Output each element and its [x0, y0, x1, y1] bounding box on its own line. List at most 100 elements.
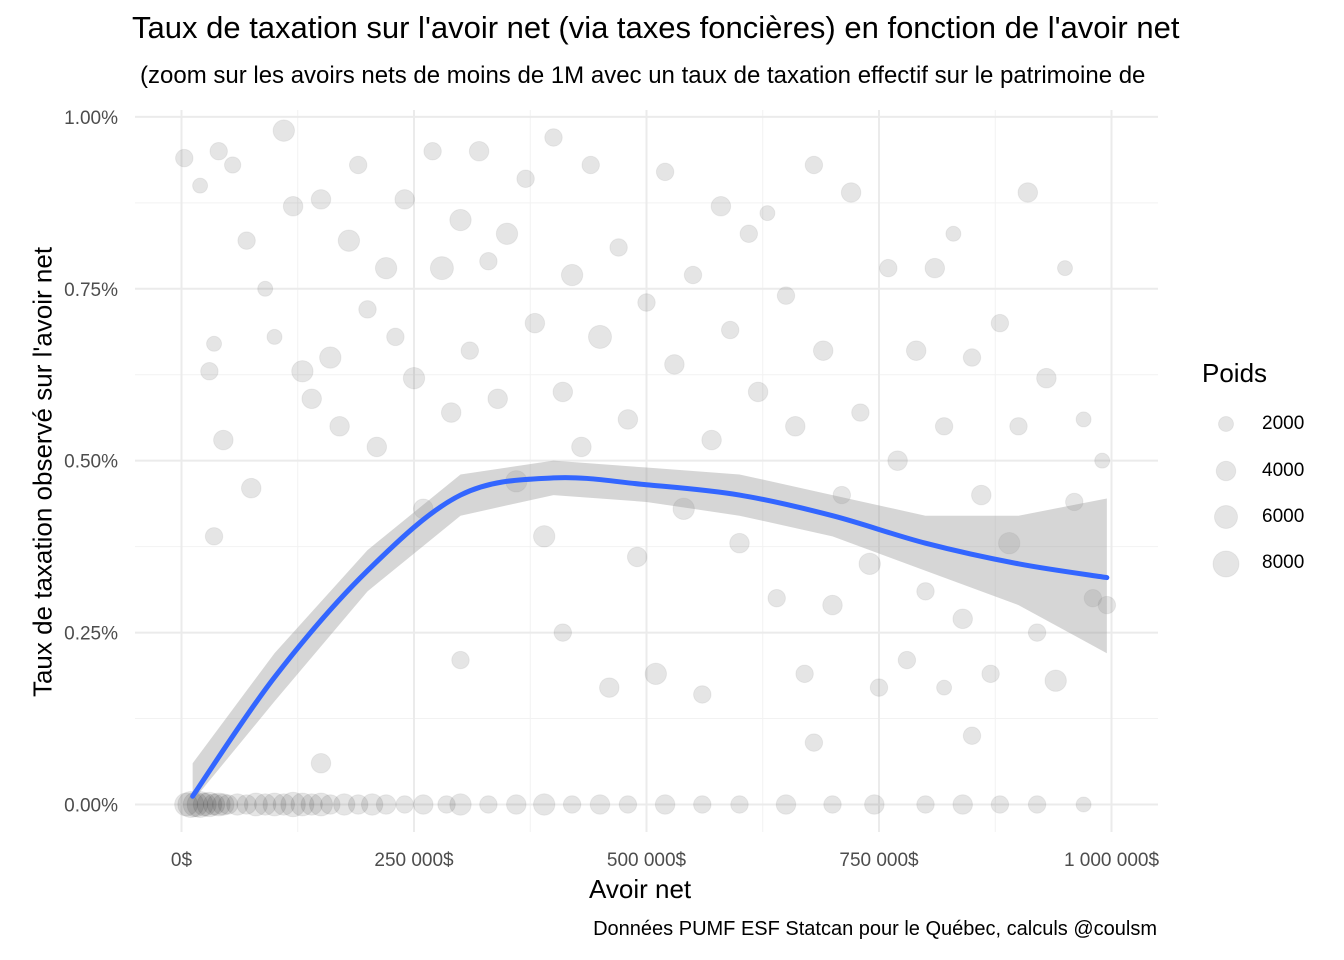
data-point	[864, 794, 885, 815]
data-point	[971, 484, 992, 506]
data-point	[374, 256, 398, 280]
data-point	[587, 324, 613, 349]
data-point	[905, 340, 927, 361]
data-point	[479, 252, 498, 271]
data-point	[655, 162, 675, 182]
data-point	[990, 313, 1010, 333]
data-point	[609, 238, 628, 257]
data-point	[177, 790, 205, 818]
data-point	[360, 793, 384, 816]
data-point	[1009, 417, 1028, 436]
data-point	[266, 328, 283, 345]
data-point	[300, 793, 323, 816]
data-point	[785, 416, 806, 437]
legend-label-6000: 6000	[1262, 506, 1305, 527]
data-point	[776, 286, 796, 305]
data-point	[200, 362, 219, 381]
x-tick-label: 250 000$	[374, 850, 454, 871]
data-point	[174, 792, 199, 817]
data-point	[196, 791, 223, 818]
data-point	[333, 793, 356, 816]
data-point	[1057, 260, 1073, 277]
data-point	[952, 794, 973, 815]
data-point	[560, 263, 584, 287]
data-point	[571, 436, 592, 458]
data-point	[990, 795, 1010, 814]
data-point	[823, 795, 842, 814]
axis-ticks: 0$ 250 000$ 500 000$ 750 000$ 1 000 000$ 0.00…	[64, 108, 1159, 871]
data-point	[337, 229, 361, 252]
data-point	[217, 794, 239, 815]
data-point	[1065, 492, 1084, 512]
legend-title: Poids	[1202, 358, 1268, 388]
legend-keys	[1212, 416, 1240, 578]
x-tick-label: 750 000$	[839, 850, 919, 871]
data-point	[272, 119, 295, 142]
data-point	[879, 258, 898, 278]
data-point	[479, 795, 498, 814]
data-point	[618, 795, 638, 814]
data-point	[301, 388, 322, 410]
data-point	[936, 679, 953, 696]
smooth-fit	[190, 460, 1110, 802]
y-tick-label: 0.75%	[64, 280, 118, 301]
data-point	[795, 664, 814, 684]
data-point	[375, 794, 397, 815]
scatter-points	[174, 119, 1117, 818]
data-point	[213, 429, 234, 451]
y-tick-label: 0.25%	[64, 624, 118, 645]
data-point	[1083, 588, 1103, 608]
data-point	[1027, 623, 1047, 642]
data-point	[730, 795, 749, 814]
data-point	[962, 726, 982, 745]
data-point	[202, 793, 226, 816]
data-point	[1036, 367, 1057, 389]
data-point	[506, 794, 527, 815]
y-tick-label: 1.00%	[64, 108, 118, 129]
data-point	[516, 169, 535, 188]
data-point	[460, 341, 480, 360]
data-point	[272, 793, 295, 816]
data-point	[348, 155, 368, 175]
x-axis-label: Avoir net	[589, 874, 692, 904]
data-point	[206, 792, 231, 817]
y-axis-label: Taux de taxation observé sur l'avoir net	[27, 246, 58, 698]
data-point	[240, 477, 262, 499]
chart-title: Taux de taxation sur l'avoir net (via ta…	[132, 10, 1180, 45]
data-point	[366, 436, 388, 458]
data-point	[319, 346, 342, 369]
data-point	[524, 312, 546, 334]
legend-key-6000	[1213, 504, 1239, 530]
data-point	[775, 794, 797, 815]
data-point	[423, 142, 442, 161]
data-point	[236, 794, 257, 815]
data-point	[533, 525, 556, 548]
data-point	[175, 148, 194, 168]
data-point	[720, 320, 740, 340]
data-point	[1075, 411, 1092, 428]
data-point	[626, 546, 648, 568]
data-point	[562, 795, 582, 814]
legend-key-8000	[1212, 550, 1240, 578]
data-point	[858, 552, 881, 576]
chart-subtitle: (zoom sur les avoirs nets de moins de 1M…	[140, 62, 1146, 89]
legend-label-8000: 8000	[1262, 552, 1305, 573]
data-point	[395, 795, 414, 814]
data-point	[710, 195, 732, 217]
data-point	[1017, 182, 1039, 203]
data-point	[449, 793, 472, 816]
data-point	[553, 623, 573, 642]
data-point	[952, 608, 973, 630]
data-point	[581, 155, 600, 175]
confidence-ribbon	[192, 460, 1107, 802]
data-point	[701, 429, 722, 451]
data-point	[320, 794, 341, 815]
y-tick-label: 0.50%	[64, 452, 118, 473]
data-point	[729, 532, 750, 554]
data-point	[739, 224, 759, 244]
data-point	[767, 588, 786, 608]
data-point	[429, 256, 454, 281]
data-point	[1075, 796, 1092, 813]
legend-label-2000: 2000	[1262, 413, 1305, 434]
